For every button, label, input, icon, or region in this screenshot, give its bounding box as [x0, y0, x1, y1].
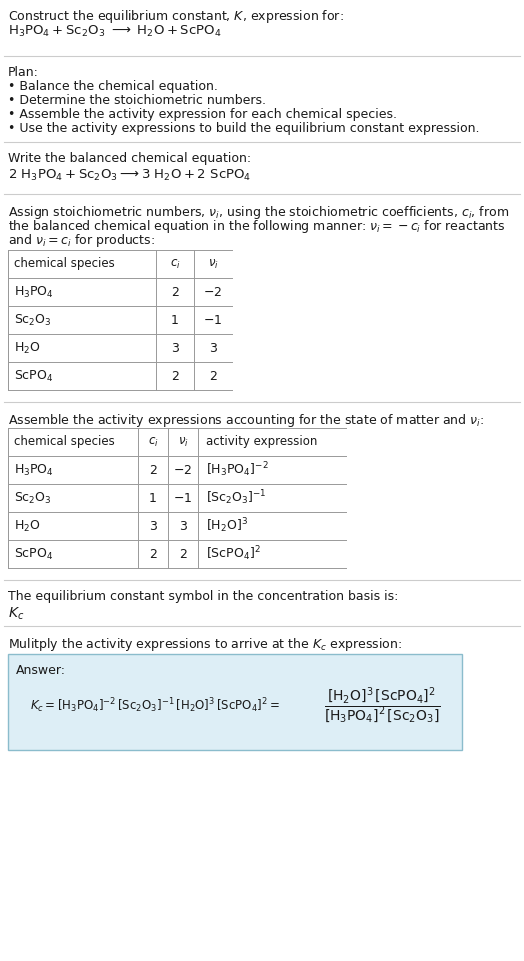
FancyBboxPatch shape	[8, 654, 462, 750]
Text: the balanced chemical equation in the following manner: $\nu_i = -c_i$ for react: the balanced chemical equation in the fo…	[8, 218, 506, 235]
Text: $\mathrm{H_3PO_4}$: $\mathrm{H_3PO_4}$	[14, 462, 54, 478]
Text: $K_c = [\mathrm{H_3PO_4}]^{-2}\,[\mathrm{Sc_2O_3}]^{-1}\,[\mathrm{H_2O}]^3\,[\ma: $K_c = [\mathrm{H_3PO_4}]^{-2}\,[\mathrm…	[30, 697, 280, 715]
Text: 2: 2	[149, 548, 157, 560]
Text: $\mathrm{2\ H_3PO_4 + Sc_2O_3 \longrightarrow 3\ H_2O + 2\ ScPO_4}$: $\mathrm{2\ H_3PO_4 + Sc_2O_3 \longright…	[8, 168, 251, 184]
Text: chemical species: chemical species	[14, 435, 115, 449]
Text: $[\mathrm{H_2O}]^3$: $[\mathrm{H_2O}]^3$	[206, 517, 248, 535]
Text: $c_i$: $c_i$	[170, 258, 180, 271]
Text: $\mathrm{ScPO_4}$: $\mathrm{ScPO_4}$	[14, 368, 53, 383]
Text: $\mathrm{H_2O}$: $\mathrm{H_2O}$	[14, 518, 40, 533]
Text: Mulitply the activity expressions to arrive at the $K_c$ expression:: Mulitply the activity expressions to arr…	[8, 636, 402, 653]
Text: 3: 3	[209, 341, 217, 355]
Text: • Determine the stoichiometric numbers.: • Determine the stoichiometric numbers.	[8, 94, 266, 107]
Text: 2: 2	[149, 463, 157, 477]
Text: Answer:: Answer:	[16, 664, 66, 677]
Text: • Assemble the activity expression for each chemical species.: • Assemble the activity expression for e…	[8, 108, 397, 121]
Text: • Balance the chemical equation.: • Balance the chemical equation.	[8, 80, 218, 93]
Text: $-2$: $-2$	[173, 463, 192, 477]
Text: $\nu_i$: $\nu_i$	[208, 258, 219, 271]
Text: $\mathrm{H_2O}$: $\mathrm{H_2O}$	[14, 340, 40, 356]
Text: $\mathrm{Sc_2O_3}$: $\mathrm{Sc_2O_3}$	[14, 490, 52, 505]
Text: $[\mathrm{Sc_2O_3}]^{-1}$: $[\mathrm{Sc_2O_3}]^{-1}$	[206, 488, 267, 507]
Text: 2: 2	[171, 285, 179, 299]
Text: Plan:: Plan:	[8, 66, 39, 79]
Text: 1: 1	[149, 491, 157, 505]
Text: Assign stoichiometric numbers, $\nu_i$, using the stoichiometric coefficients, $: Assign stoichiometric numbers, $\nu_i$, …	[8, 204, 509, 221]
Text: $\dfrac{[\mathrm{H_2O}]^3\,[\mathrm{ScPO_4}]^2}{[\mathrm{H_3PO_4}]^2\,[\mathrm{S: $\dfrac{[\mathrm{H_2O}]^3\,[\mathrm{ScPO…	[324, 686, 441, 727]
Text: Construct the equilibrium constant, $K$, expression for:: Construct the equilibrium constant, $K$,…	[8, 8, 344, 25]
Text: Assemble the activity expressions accounting for the state of matter and $\nu_i$: Assemble the activity expressions accoun…	[8, 412, 484, 429]
Text: $\nu_i$: $\nu_i$	[178, 435, 189, 449]
Text: $\mathrm{H_3PO_4 + Sc_2O_3}$ $\longrightarrow$ $\mathrm{H_2O + ScPO_4}$: $\mathrm{H_3PO_4 + Sc_2O_3}$ $\longright…	[8, 24, 222, 39]
Text: $-2$: $-2$	[203, 285, 223, 299]
Text: 2: 2	[171, 369, 179, 382]
Text: $\mathrm{H_3PO_4}$: $\mathrm{H_3PO_4}$	[14, 284, 54, 300]
Text: $-1$: $-1$	[203, 313, 223, 327]
Text: $\mathrm{Sc_2O_3}$: $\mathrm{Sc_2O_3}$	[14, 312, 52, 328]
Text: $[\mathrm{H_3PO_4}]^{-2}$: $[\mathrm{H_3PO_4}]^{-2}$	[206, 460, 269, 480]
Text: • Use the activity expressions to build the equilibrium constant expression.: • Use the activity expressions to build …	[8, 122, 479, 135]
Text: Write the balanced chemical equation:: Write the balanced chemical equation:	[8, 152, 251, 165]
Text: 1: 1	[171, 313, 179, 327]
Text: $[\mathrm{ScPO_4}]^2$: $[\mathrm{ScPO_4}]^2$	[206, 545, 261, 563]
Text: activity expression: activity expression	[206, 435, 318, 449]
Text: 2: 2	[179, 548, 187, 560]
Text: 3: 3	[171, 341, 179, 355]
Text: 2: 2	[209, 369, 217, 382]
Text: 3: 3	[179, 520, 187, 532]
Text: $-1$: $-1$	[173, 491, 193, 505]
Text: 3: 3	[149, 520, 157, 532]
Text: The equilibrium constant symbol in the concentration basis is:: The equilibrium constant symbol in the c…	[8, 590, 398, 603]
Text: $\mathrm{ScPO_4}$: $\mathrm{ScPO_4}$	[14, 547, 53, 561]
Text: and $\nu_i = c_i$ for products:: and $\nu_i = c_i$ for products:	[8, 232, 155, 249]
Text: chemical species: chemical species	[14, 258, 115, 270]
Text: $c_i$: $c_i$	[148, 435, 158, 449]
Text: $K_c$: $K_c$	[8, 606, 24, 623]
